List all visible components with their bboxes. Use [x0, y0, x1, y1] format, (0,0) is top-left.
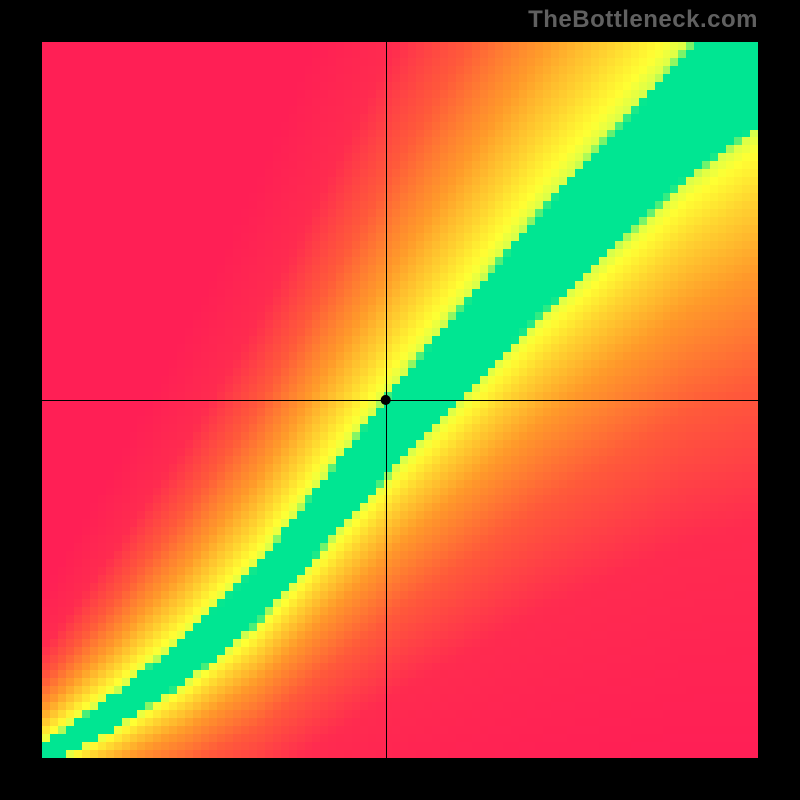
chart-frame: TheBottleneck.com — [0, 0, 800, 800]
heatmap-plot — [42, 42, 758, 758]
heatmap-canvas — [42, 42, 758, 758]
watermark-text: TheBottleneck.com — [528, 6, 758, 34]
